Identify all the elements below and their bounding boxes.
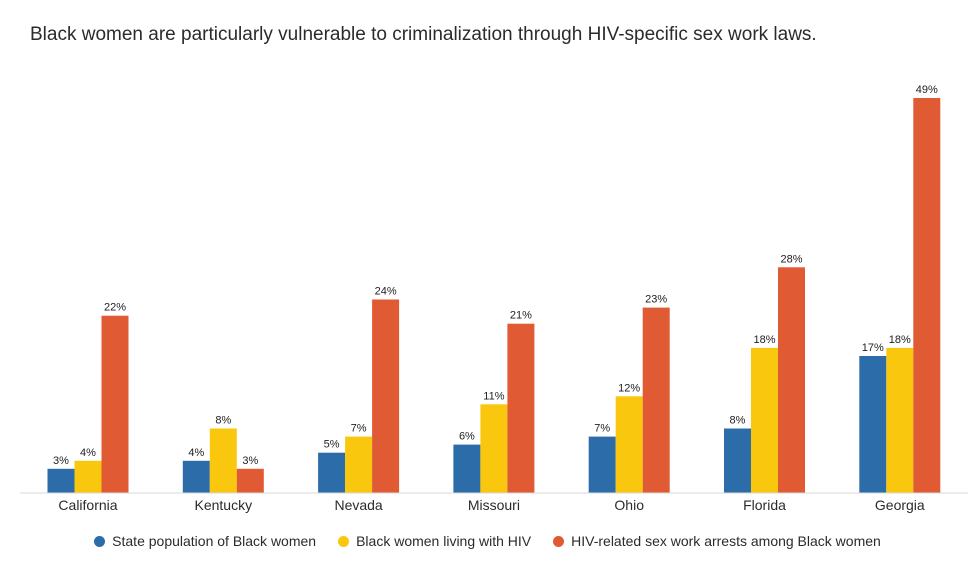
category-label-kentucky: Kentucky (195, 497, 253, 513)
legend-swatch-series-1 (94, 535, 106, 547)
bar-florida-series-2 (751, 347, 778, 493)
bar-georgia-series-1 (859, 356, 887, 493)
legend-item-series-3: HIV-related sex work arrests among Black… (553, 533, 881, 549)
value-label-missouri-series-3: 21% (510, 310, 532, 322)
value-label-kentucky-series-2: 8% (215, 415, 231, 427)
bar-california-series-3 (101, 315, 129, 493)
bar-kentucky-series-3 (236, 468, 264, 493)
bar-ohio-series-2 (615, 396, 643, 493)
legend-item-series-2: Black women living with HIV (338, 533, 531, 549)
legend-label-series-3: HIV-related sex work arrests among Black… (571, 533, 881, 549)
chart-title: Black women are particularly vulnerable … (30, 24, 817, 45)
value-label-florida-series-2: 18% (753, 334, 775, 346)
legend: State population of Black women Black wom… (0, 533, 975, 549)
legend-item-series-1: State population of Black women (94, 533, 316, 549)
value-label-nevada-series-1: 5% (324, 439, 340, 451)
category-label-ohio: Ohio (614, 497, 644, 513)
bar-kentucky-series-1 (182, 460, 210, 493)
value-label-florida-series-1: 8% (730, 415, 746, 427)
bar-kentucky-series-2 (209, 428, 237, 493)
bar-georgia-series-3 (913, 98, 941, 493)
value-label-georgia-series-3: 49% (916, 84, 938, 96)
bar-ohio-series-1 (588, 436, 616, 493)
bar-california-series-1 (47, 468, 75, 493)
value-label-ohio-series-3: 23% (645, 294, 667, 306)
bars-group (47, 98, 941, 493)
category-label-missouri: Missouri (468, 497, 520, 513)
value-label-missouri-series-1: 6% (459, 431, 475, 443)
category-label-georgia: Georgia (875, 497, 925, 513)
bar-missouri-series-1 (453, 444, 481, 493)
category-label-florida: Florida (743, 497, 786, 513)
bar-nevada-series-1 (318, 452, 346, 493)
category-labels-group: California Kentucky Nevada Missouri Ohio Flor… (58, 497, 924, 513)
value-label-california-series-2: 4% (80, 447, 96, 459)
value-labels-group: 3% 4% 22% 4% 8% 3% 5% 7% 24% 6% 11% 21% 7% 12% 23% 8% 18… (53, 84, 938, 467)
value-label-ohio-series-1: 7% (594, 423, 610, 435)
value-label-california-series-3: 22% (104, 302, 126, 314)
value-label-kentucky-series-3: 3% (242, 455, 258, 467)
legend-swatch-series-2 (338, 535, 350, 547)
value-label-missouri-series-2: 11% (483, 390, 504, 402)
value-label-florida-series-3: 28% (780, 253, 802, 265)
category-label-california: California (58, 497, 117, 513)
legend-label-series-2: Black women living with HIV (356, 533, 532, 549)
legend-label-series-1: State population of Black women (112, 533, 317, 549)
bar-nevada-series-3 (372, 299, 400, 493)
bar-nevada-series-2 (345, 436, 373, 493)
value-label-ohio-series-2: 12% (618, 382, 640, 394)
bar-georgia-series-2 (886, 347, 914, 493)
legend-swatch-series-3 (553, 535, 565, 547)
value-label-california-series-1: 3% (53, 455, 69, 467)
bar-florida-series-1 (724, 428, 751, 493)
bar-florida-series-3 (778, 267, 805, 493)
value-label-kentucky-series-1: 4% (188, 447, 204, 459)
value-label-nevada-series-3: 24% (375, 286, 397, 298)
bar-missouri-series-2 (480, 404, 508, 493)
value-label-georgia-series-1: 17% (862, 342, 884, 354)
bar-missouri-series-3 (507, 323, 535, 493)
value-label-nevada-series-2: 7% (351, 423, 367, 435)
bar-ohio-series-3 (642, 307, 670, 493)
value-label-georgia-series-2: 18% (889, 334, 911, 346)
category-label-nevada: Nevada (334, 497, 382, 513)
bar-california-series-2 (74, 460, 102, 493)
